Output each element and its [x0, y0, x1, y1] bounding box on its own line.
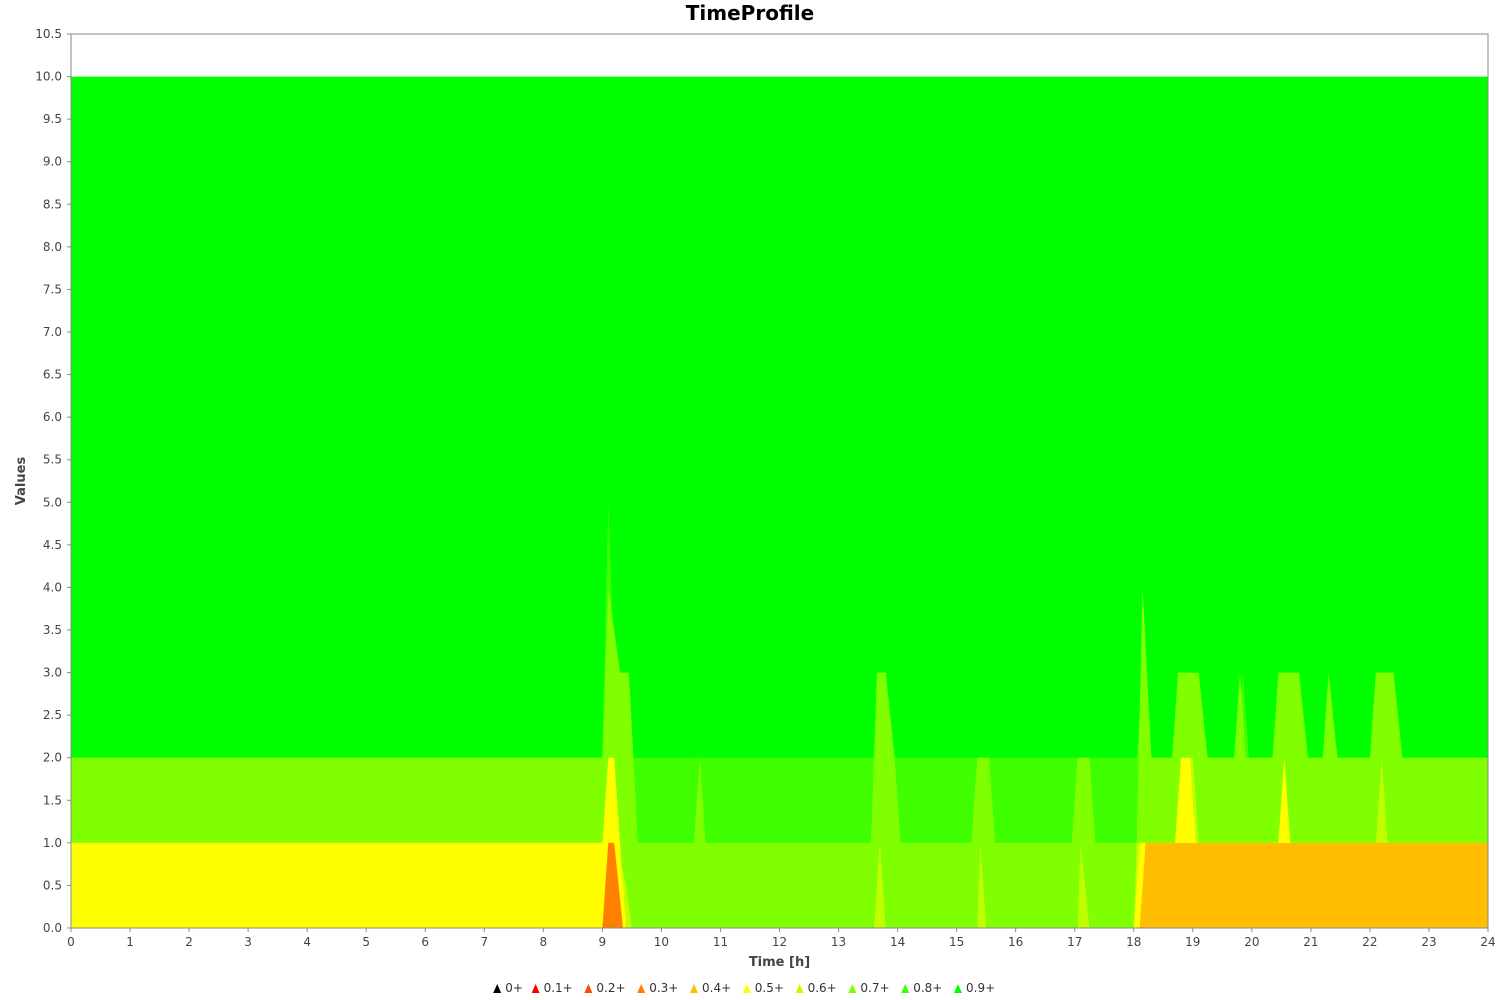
x-axis: 0 1 2 3 4 5 6 7 8 9 10 11 12 13 14 15 16 17 18 19 20 21 22 23 24	[67, 927, 1496, 949]
area-series-0-5plus	[71, 757, 1488, 928]
y-tick-label: 4.5	[43, 538, 62, 552]
y-tick-label: 10.0	[35, 70, 62, 84]
x-tick-label: 12	[772, 935, 787, 949]
y-tick-label: 8.5	[43, 197, 62, 211]
legend-item: 0.2+	[584, 981, 626, 995]
legend-label: 0.3+	[649, 981, 678, 995]
legend-label: 0.8+	[913, 981, 942, 995]
x-tick-label: 17	[1067, 935, 1082, 949]
y-axis: 0.0 0.5 1.0 1.5 2.0 2.5 3.0 3.5 4.0 4.5 5.0 5.5 6.0 6…	[35, 27, 72, 935]
y-tick-label: 10.5	[35, 27, 62, 41]
y-tick-label: 7.0	[43, 325, 62, 339]
legend-swatch-icon	[531, 984, 540, 993]
y-tick-label: 9.5	[43, 112, 62, 126]
y-tick-label: 9.0	[43, 155, 62, 169]
x-tick-label: 18	[1126, 935, 1141, 949]
x-tick-label: 22	[1362, 935, 1377, 949]
x-tick-label: 16	[1008, 935, 1023, 949]
x-tick-label: 11	[713, 935, 728, 949]
legend-swatch-icon	[690, 984, 698, 993]
y-tick-label: 3.0	[43, 666, 62, 680]
x-tick-label: 4	[303, 935, 311, 949]
y-tick-label: 7.5	[43, 282, 62, 296]
area-series-0-9plus	[71, 76, 1488, 929]
legend-label: 0.1+	[544, 981, 573, 995]
area-series-group	[71, 76, 1488, 929]
x-tick-label: 7	[480, 935, 488, 949]
legend-item: 0+	[493, 981, 523, 995]
legend-label: 0.2+	[596, 981, 625, 995]
y-axis-label: Values	[14, 457, 29, 506]
legend-item: 0.5+	[742, 981, 784, 995]
y-tick-label: 8.0	[43, 240, 62, 254]
legend-item: 0.3+	[637, 981, 678, 995]
plot-area	[70, 33, 1489, 929]
legend-swatch-icon	[742, 984, 751, 993]
x-tick-label: 14	[890, 935, 905, 949]
legend-swatch-icon	[795, 984, 804, 993]
legend-item: 0.6+	[795, 981, 837, 995]
legend-item: 0.9+	[954, 981, 995, 995]
x-tick-label: 8	[540, 935, 548, 949]
legend-label: 0+	[505, 981, 523, 995]
legend-label: 0.5+	[755, 981, 784, 995]
legend-item: 0.1+	[531, 981, 573, 995]
y-tick-label: 1.0	[43, 836, 62, 850]
x-tick-label: 23	[1421, 935, 1436, 949]
legend-swatch-icon	[493, 984, 502, 993]
x-tick-label: 13	[831, 935, 846, 949]
legend-swatch-icon	[637, 984, 646, 993]
x-tick-label: 21	[1303, 935, 1318, 949]
y-tick-label: 2.5	[43, 708, 62, 722]
y-tick-label: 5.5	[43, 453, 62, 467]
x-tick-label: 10	[654, 935, 669, 949]
y-tick-label: 1.5	[43, 793, 62, 807]
x-tick-label: 2	[185, 935, 193, 949]
y-tick-label: 4.0	[43, 580, 62, 594]
x-tick-label: 1	[126, 935, 134, 949]
y-tick-label: 3.5	[43, 623, 62, 637]
legend-item: 0.7+	[848, 981, 890, 995]
legend-swatch-icon	[954, 984, 962, 993]
x-tick-label: 20	[1244, 935, 1259, 949]
x-tick-label: 15	[949, 935, 964, 949]
y-tick-label: 6.0	[43, 410, 62, 424]
x-tick-label: 6	[421, 935, 429, 949]
legend-item: 0.4+	[690, 981, 731, 995]
legend-label: 0.6+	[808, 981, 837, 995]
x-tick-label: 5	[362, 935, 370, 949]
legend-swatch-icon	[901, 984, 910, 993]
x-tick-label: 0	[67, 935, 75, 949]
chart-title: TimeProfile	[686, 1, 814, 25]
x-tick-label: 24	[1480, 935, 1495, 949]
x-tick-label: 19	[1185, 935, 1200, 949]
x-axis-label: Time [h]	[749, 955, 810, 970]
y-tick-label: 2.0	[43, 751, 62, 765]
x-tick-label: 9	[599, 935, 607, 949]
legend: 0+ 0.1+ 0.2+ 0.3+ 0.4+ 0.5+ 0.6+ 0.7+ 0.8+ 0.9+	[493, 981, 995, 995]
legend-label: 0.4+	[702, 981, 731, 995]
area-series-0-4plus	[71, 842, 1488, 928]
x-tick-label: 3	[244, 935, 252, 949]
legend-label: 0.7+	[860, 981, 889, 995]
y-tick-label: 5.0	[43, 495, 62, 509]
y-tick-label: 0.5	[43, 878, 62, 892]
y-tick-label: 0.0	[43, 921, 62, 935]
legend-item: 0.8+	[901, 981, 942, 995]
legend-label: 0.9+	[966, 981, 995, 995]
legend-swatch-icon	[848, 984, 857, 993]
y-tick-label: 6.5	[43, 368, 62, 382]
legend-swatch-icon	[584, 984, 593, 993]
